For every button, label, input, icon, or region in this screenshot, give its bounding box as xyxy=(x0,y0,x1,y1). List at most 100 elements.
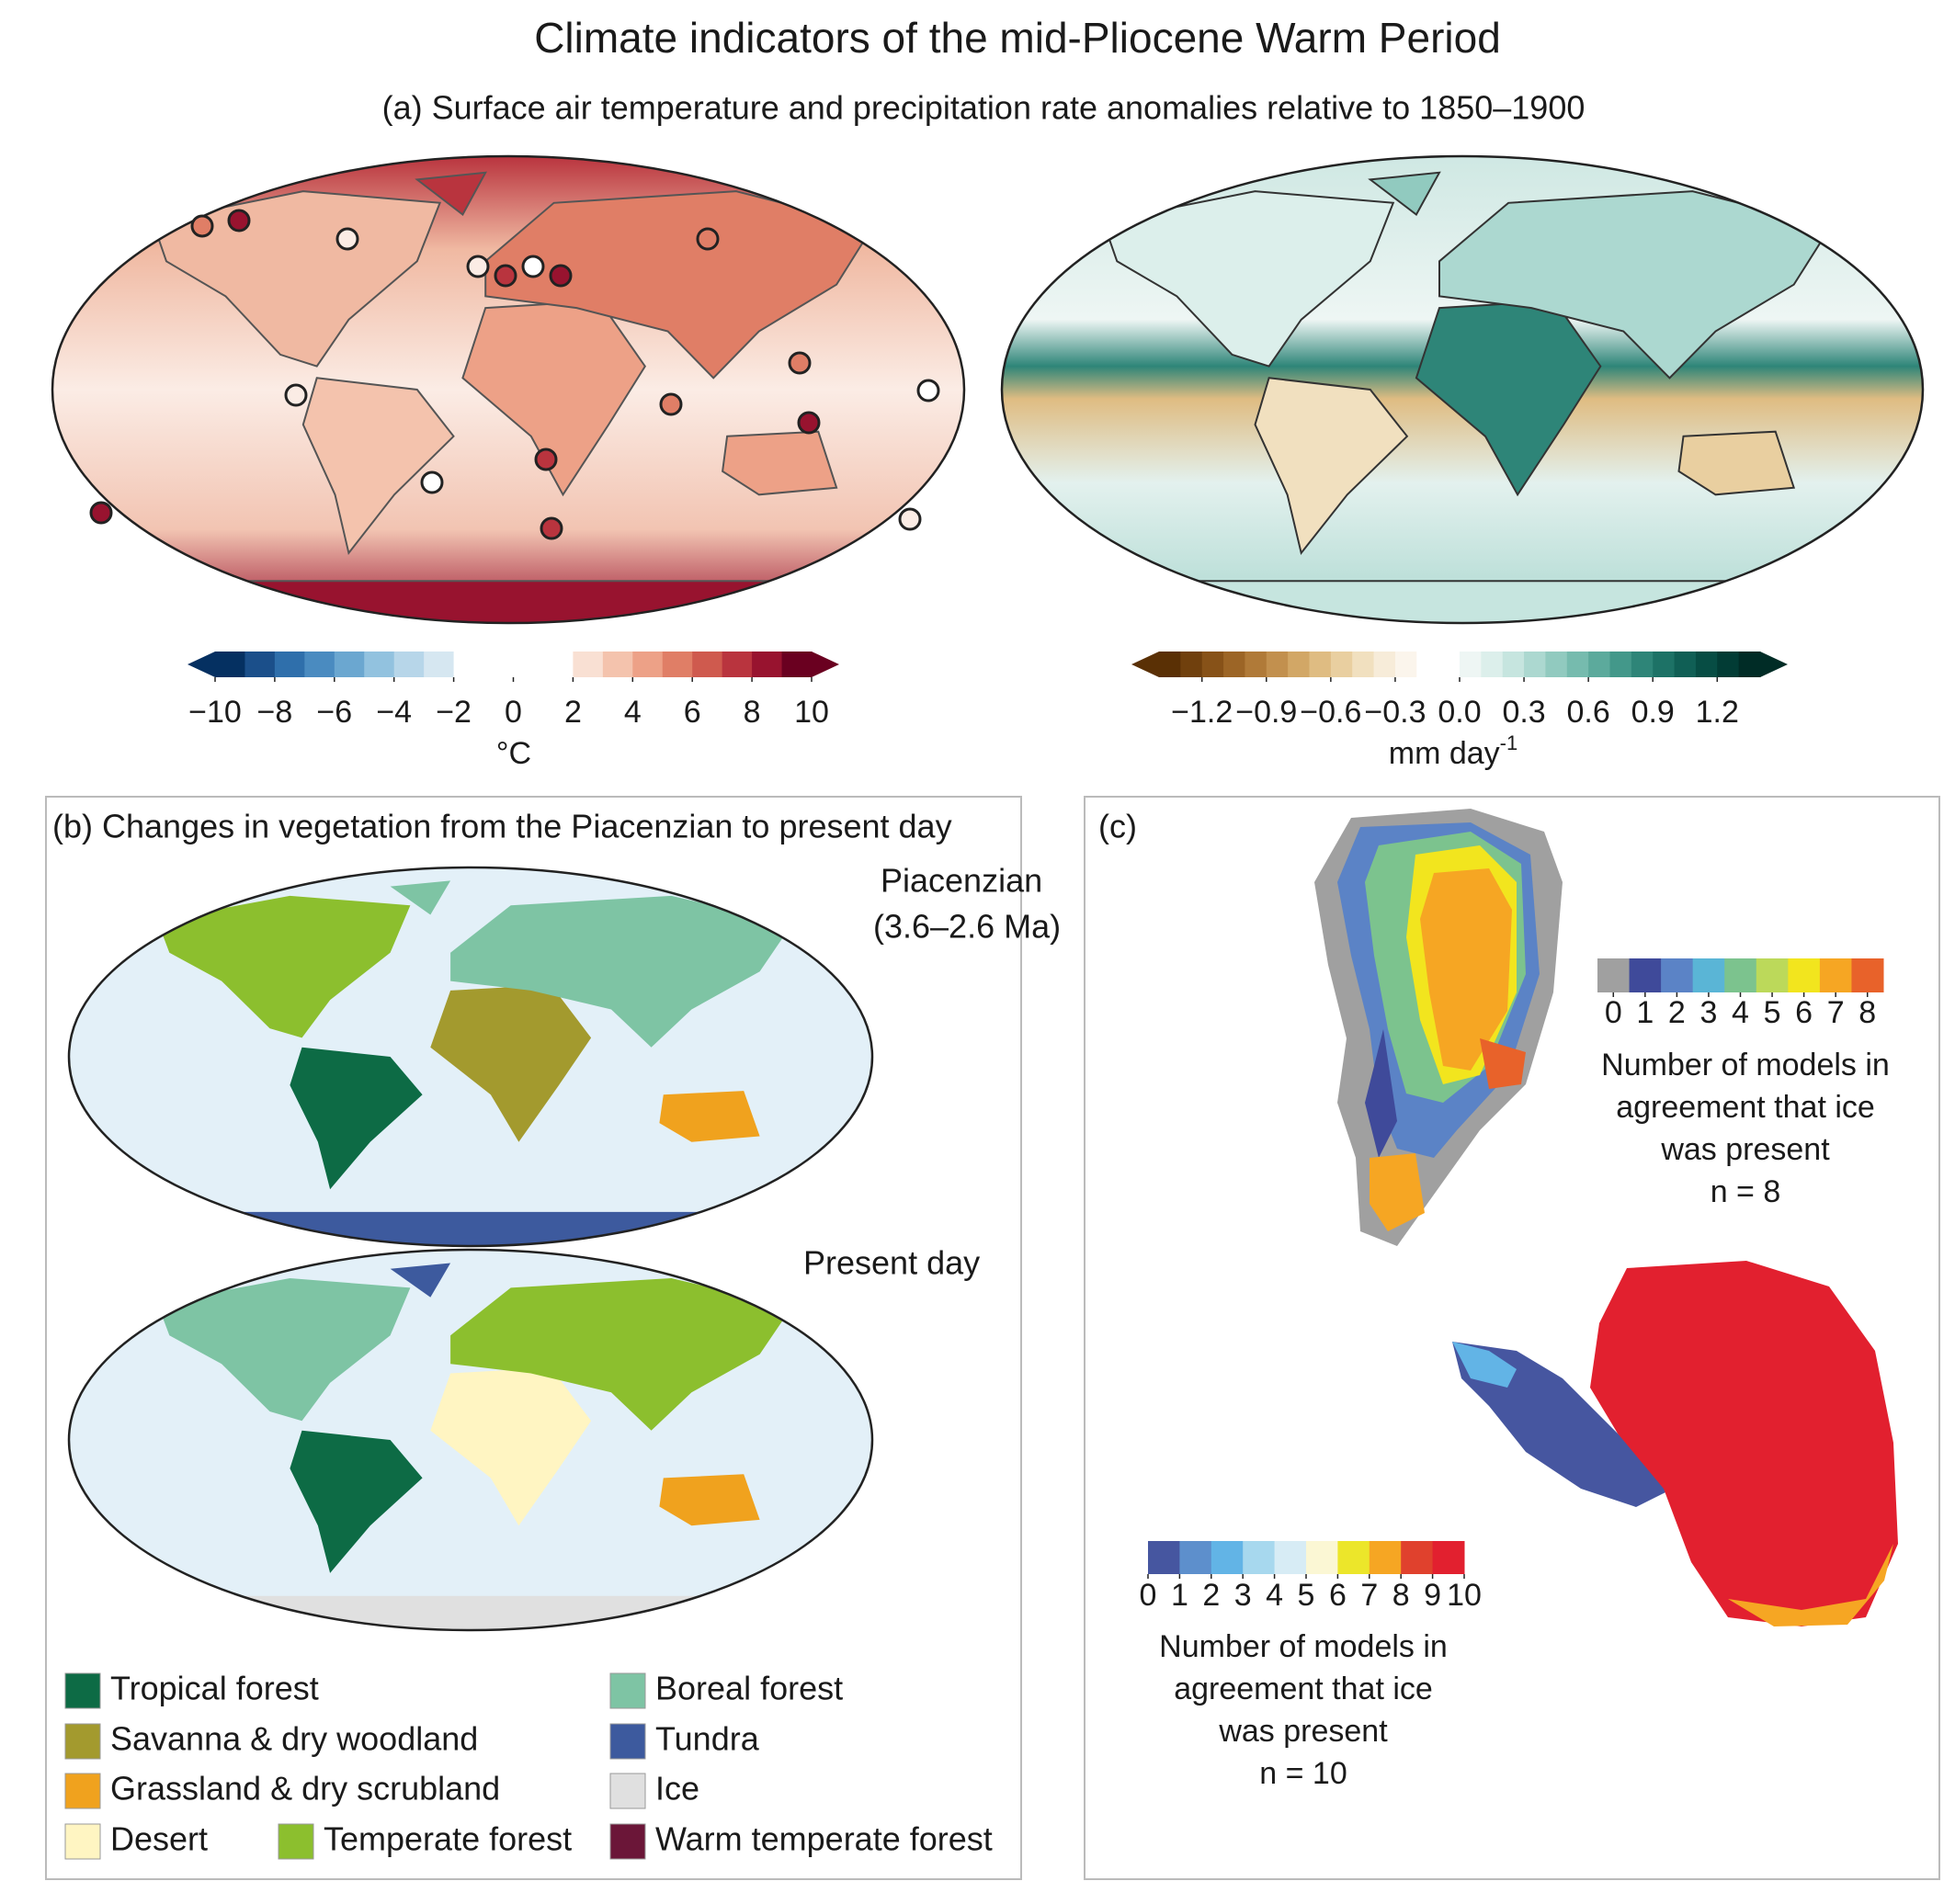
greenland-region xyxy=(1370,1153,1425,1231)
unit-superscript: -1 xyxy=(1500,731,1518,754)
panel-b-frame xyxy=(45,796,1022,1880)
colorbar-swatch xyxy=(573,652,604,677)
continent xyxy=(151,190,442,368)
antarctica-region xyxy=(1590,1261,1898,1626)
colorbar-swatch xyxy=(1337,1541,1370,1574)
site-dot xyxy=(494,264,517,288)
colorbar-swatch xyxy=(1481,652,1504,677)
colorbar-tick-label: 10 xyxy=(1447,1578,1482,1613)
greenland-region xyxy=(1365,1029,1397,1158)
legend-swatch xyxy=(609,1672,646,1709)
legend-swatch xyxy=(64,1773,101,1809)
colorbar-caption: n = 10 xyxy=(1259,1756,1347,1791)
map-outline xyxy=(51,154,966,625)
legend-label: Tropical forest xyxy=(110,1670,319,1707)
colorbar-swatch xyxy=(1180,652,1203,677)
continent xyxy=(450,1278,792,1431)
site-dot xyxy=(696,227,720,251)
colorbar-tick-label: −0.6 xyxy=(1300,695,1361,730)
world-map xyxy=(69,867,872,1246)
continent xyxy=(157,895,411,1038)
colorbar-swatch xyxy=(542,652,574,677)
colorbar-swatch xyxy=(1245,652,1267,677)
colorbar-swatch xyxy=(424,652,455,677)
colorbar-swatch xyxy=(602,652,633,677)
colorbar-swatch xyxy=(1394,652,1417,677)
continent xyxy=(1677,430,1796,496)
colorbar-swatch xyxy=(215,652,245,677)
colorbar-swatch xyxy=(1352,652,1375,677)
legend-label: Tundra xyxy=(655,1720,760,1758)
legend-label: Temperate forest xyxy=(324,1820,572,1858)
colorbar-tick-label: 5 xyxy=(1298,1578,1315,1613)
site-dot xyxy=(521,255,545,278)
site-dot xyxy=(335,227,359,251)
colorbar-unit: mm day-1 xyxy=(1389,731,1517,771)
colorbar-swatch xyxy=(1401,1541,1434,1574)
colorbar-swatch xyxy=(274,652,305,677)
colorbar-arrow xyxy=(1760,652,1788,677)
colorbar-swatch xyxy=(304,652,335,677)
antarctica-region xyxy=(1728,1544,1893,1626)
site-dot xyxy=(797,411,821,435)
colorbar-swatch xyxy=(1266,652,1289,677)
colorbar-arrow xyxy=(812,652,839,677)
colorbar-tick-label: 2 xyxy=(564,695,582,730)
continent xyxy=(659,1091,760,1142)
world-map xyxy=(69,1250,872,1630)
colorbar-caption: n = 8 xyxy=(1711,1174,1781,1209)
legend-label: Boreal forest xyxy=(655,1670,843,1707)
greenland-region xyxy=(1420,868,1512,1071)
colorbar-swatch xyxy=(1416,652,1439,677)
legend-label: Desert xyxy=(110,1820,208,1858)
continent xyxy=(301,377,455,556)
colorbar-tick-label: 4 xyxy=(624,695,642,730)
legend-label: Ice xyxy=(655,1770,699,1808)
colorbar-swatch xyxy=(781,652,813,677)
colorbar-swatch xyxy=(722,652,753,677)
colorbar-swatch xyxy=(1432,1541,1465,1574)
colorbar-unit: °C xyxy=(496,736,531,771)
colorbar-swatch xyxy=(1159,652,1181,677)
unit-text: mm day xyxy=(1389,736,1500,771)
colorbar-swatch xyxy=(1629,958,1662,992)
colorbar-swatch xyxy=(632,652,664,677)
colorbar-swatch xyxy=(1661,958,1694,992)
colorbar-swatch xyxy=(244,652,276,677)
colorbar-arrow xyxy=(188,652,215,677)
site-dot xyxy=(284,383,308,407)
continent xyxy=(1254,377,1409,556)
colorbar-tick-label: 9 xyxy=(1424,1578,1441,1613)
colorbar-swatch xyxy=(1502,652,1525,677)
colorbar-swatch xyxy=(1330,652,1353,677)
continent xyxy=(390,1263,451,1298)
site-dot xyxy=(89,501,113,525)
colorbar-tick-label: 0.0 xyxy=(1438,695,1481,730)
colorbar-tick-label: 0 xyxy=(1605,995,1622,1030)
colorbar-tick-label: −0.9 xyxy=(1235,695,1297,730)
colorbar-swatch xyxy=(364,652,395,677)
site-dot xyxy=(190,214,214,238)
colorbar-tick-label: 1 xyxy=(1636,995,1654,1030)
legend-swatch xyxy=(609,1773,646,1809)
antarctica-map xyxy=(1452,1261,1898,1626)
colorbar-swatch xyxy=(513,652,544,677)
colorbar-swatch xyxy=(483,652,514,677)
map-outline xyxy=(67,1248,874,1632)
colorbar-caption: Number of models in xyxy=(1159,1629,1448,1664)
colorbar-tick-label: −1.2 xyxy=(1171,695,1233,730)
site-dot xyxy=(659,392,683,416)
colorbar-swatch xyxy=(1674,652,1697,677)
colorbar-tick-label: −6 xyxy=(316,695,352,730)
colorbar-swatch xyxy=(1306,1541,1338,1574)
colorbar-tick-label: 7 xyxy=(1360,1578,1378,1613)
colorbar-tick-label: −2 xyxy=(436,695,472,730)
colorbar-swatch xyxy=(1274,1541,1307,1574)
site-dot xyxy=(466,255,490,278)
colorbar-caption: was present xyxy=(1218,1714,1388,1749)
colorbar-tick-label: 1 xyxy=(1171,1578,1188,1613)
colorbar-tick-label: 2 xyxy=(1202,1578,1220,1613)
colorbar-tick-label: 0.9 xyxy=(1631,695,1675,730)
panel-b-title: (b) Changes in vegetation from the Piace… xyxy=(52,808,952,845)
